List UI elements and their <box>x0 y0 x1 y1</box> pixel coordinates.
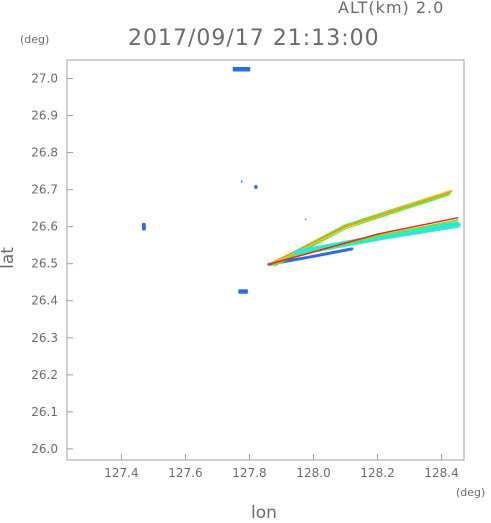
y-tick-label: 26.3 <box>31 331 58 345</box>
plot-frame <box>66 59 465 461</box>
x-axis-label: lon <box>251 503 277 523</box>
echo-blob <box>232 67 251 72</box>
y-tick-label: 26.8 <box>31 146 58 160</box>
echo-streak <box>267 217 459 266</box>
echo-blob <box>240 180 243 183</box>
y-tick-label: 26.7 <box>31 183 58 197</box>
x-tick-label: 127.6 <box>168 466 202 480</box>
y-tick-label: 26.4 <box>31 294 58 308</box>
echo-streak <box>267 190 452 266</box>
y-tick-label: 26.2 <box>31 368 58 382</box>
y-tick-label: 26.9 <box>31 109 58 123</box>
y-tick-label: 27.0 <box>31 72 58 86</box>
y-tick-label: 26.6 <box>31 220 58 234</box>
x-tick-label: 127.8 <box>232 466 266 480</box>
echo-blob <box>304 218 307 221</box>
echo-blob <box>238 289 248 294</box>
x-axis-unit: (deg) <box>456 486 486 499</box>
x-tick-label: 127.4 <box>104 466 138 480</box>
y-tick-label: 26.1 <box>31 405 58 419</box>
x-tick-label: 128.4 <box>424 466 458 480</box>
echo-streak <box>294 221 461 256</box>
y-tick-label: 26.5 <box>31 257 58 271</box>
y-tick-label: 26.0 <box>31 442 58 456</box>
altitude-label: ALT(km) 2.0 <box>338 0 445 17</box>
echo-marks <box>141 67 461 294</box>
echo-blob <box>141 222 146 231</box>
axis-ticks: 127.4 127.6 127.8 128.0 128.2 128.4 26.0 26.1 26… <box>31 72 458 480</box>
x-tick-label: 128.0 <box>296 466 330 480</box>
echo-blob <box>254 185 258 189</box>
y-axis-unit: (deg) <box>20 33 50 46</box>
x-tick-label: 128.2 <box>360 466 394 480</box>
timestamp-title: 2017/09/17 21:13:00 <box>128 26 380 51</box>
